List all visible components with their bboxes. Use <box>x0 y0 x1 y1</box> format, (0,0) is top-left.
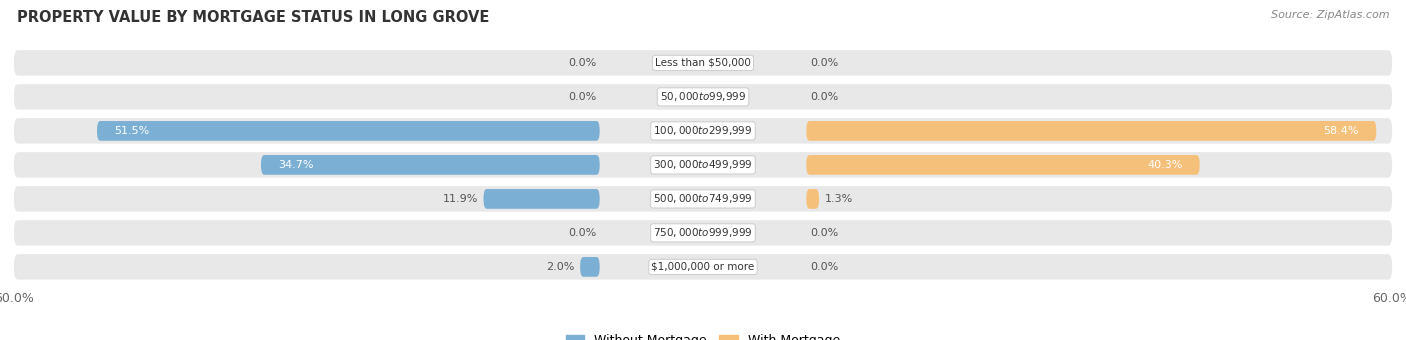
FancyBboxPatch shape <box>807 121 1376 141</box>
Text: Source: ZipAtlas.com: Source: ZipAtlas.com <box>1271 10 1389 20</box>
FancyBboxPatch shape <box>807 189 820 209</box>
Text: 0.0%: 0.0% <box>810 58 838 68</box>
FancyBboxPatch shape <box>581 257 599 277</box>
Text: 40.3%: 40.3% <box>1147 160 1182 170</box>
FancyBboxPatch shape <box>14 118 1392 143</box>
Legend: Without Mortgage, With Mortgage: Without Mortgage, With Mortgage <box>561 329 845 340</box>
Text: 0.0%: 0.0% <box>810 228 838 238</box>
Text: 0.0%: 0.0% <box>810 262 838 272</box>
FancyBboxPatch shape <box>14 152 1392 177</box>
FancyBboxPatch shape <box>484 189 599 209</box>
Text: 0.0%: 0.0% <box>568 58 596 68</box>
FancyBboxPatch shape <box>97 121 599 141</box>
Text: $100,000 to $299,999: $100,000 to $299,999 <box>654 124 752 137</box>
Text: 51.5%: 51.5% <box>114 126 149 136</box>
Text: 58.4%: 58.4% <box>1323 126 1360 136</box>
FancyBboxPatch shape <box>262 155 599 175</box>
Text: $1,000,000 or more: $1,000,000 or more <box>651 262 755 272</box>
Text: $300,000 to $499,999: $300,000 to $499,999 <box>654 158 752 171</box>
Text: $50,000 to $99,999: $50,000 to $99,999 <box>659 90 747 103</box>
FancyBboxPatch shape <box>14 84 1392 109</box>
Text: 11.9%: 11.9% <box>443 194 478 204</box>
Text: 0.0%: 0.0% <box>810 92 838 102</box>
FancyBboxPatch shape <box>807 155 1199 175</box>
Text: $750,000 to $999,999: $750,000 to $999,999 <box>654 226 752 239</box>
FancyBboxPatch shape <box>14 50 1392 75</box>
Text: Less than $50,000: Less than $50,000 <box>655 58 751 68</box>
Text: 0.0%: 0.0% <box>568 92 596 102</box>
Text: 34.7%: 34.7% <box>278 160 314 170</box>
FancyBboxPatch shape <box>14 254 1392 279</box>
Text: $500,000 to $749,999: $500,000 to $749,999 <box>654 192 752 205</box>
Text: PROPERTY VALUE BY MORTGAGE STATUS IN LONG GROVE: PROPERTY VALUE BY MORTGAGE STATUS IN LON… <box>17 10 489 25</box>
Text: 1.3%: 1.3% <box>825 194 853 204</box>
Text: 2.0%: 2.0% <box>546 262 575 272</box>
Text: 0.0%: 0.0% <box>568 228 596 238</box>
FancyBboxPatch shape <box>14 186 1392 211</box>
FancyBboxPatch shape <box>14 220 1392 245</box>
